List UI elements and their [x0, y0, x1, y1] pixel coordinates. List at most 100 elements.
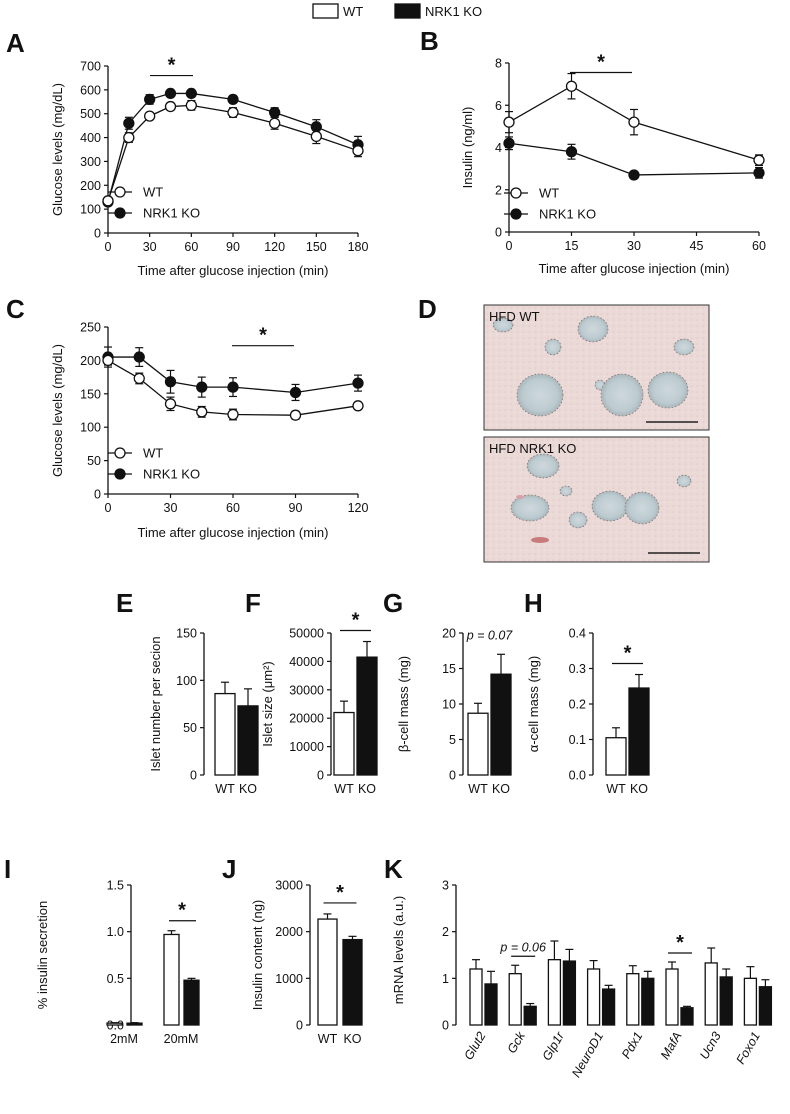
legend-wt-swatch — [312, 3, 339, 19]
bar-wt — [626, 973, 640, 1026]
x-tick-label: 30 — [164, 501, 178, 515]
y-tick-label: 0.5 — [107, 972, 124, 986]
top-legend: WT NRK1 KO — [312, 3, 482, 19]
data-point — [164, 398, 177, 410]
bar-ko — [126, 1022, 143, 1026]
legend-marker — [510, 208, 522, 220]
y-tick-label: 100 — [80, 421, 101, 435]
bar-ko — [523, 1005, 537, 1026]
bar-wt — [704, 962, 718, 1026]
x-tick-label: 60 — [226, 501, 240, 515]
y-axis-label: Insulin content (ng) — [250, 900, 265, 1011]
histology-label-wt: HFD WT — [489, 309, 540, 324]
data-point — [102, 195, 114, 207]
legend-label: WT — [539, 186, 559, 201]
data-point — [196, 406, 208, 418]
x-tick-label: WT — [334, 782, 354, 796]
bar-wt — [333, 711, 355, 776]
y-axis-label: Glucose levels (mg/dL) — [50, 344, 65, 477]
y-tick-label: 1000 — [275, 972, 303, 986]
y-tick-label: 50 — [87, 454, 101, 468]
x-tick-label: 150 — [306, 240, 327, 254]
bar-wt — [743, 977, 758, 1026]
bar-wt — [586, 968, 601, 1026]
y-tick-label: 300 — [80, 155, 101, 169]
data-point — [227, 93, 239, 106]
y-tick-label: 1.0 — [107, 925, 124, 939]
y-tick-label: 0.0 — [569, 769, 586, 783]
data-point — [628, 169, 640, 181]
y-axis-label: Islet number per secion — [148, 636, 163, 771]
legend-ko-label: NRK1 KO — [425, 4, 482, 19]
y-tick-label: 10000 — [289, 740, 324, 754]
y-tick-label: 0.1 — [569, 733, 586, 747]
x-tick-label: KO — [239, 782, 257, 796]
x-tick-label: 60 — [184, 240, 198, 254]
data-point — [269, 117, 281, 129]
y-tick-label: 2 — [495, 183, 502, 197]
y-tick-label: 0 — [495, 226, 502, 240]
series-ko — [102, 87, 364, 208]
bar-ko — [490, 673, 512, 776]
legend-marker — [114, 468, 126, 480]
y-tick-label: 0 — [94, 488, 101, 502]
y-tick-label: 500 — [80, 107, 101, 121]
series-ko — [503, 136, 765, 181]
legend-marker — [114, 447, 126, 459]
y-tick-label: 1.5 — [107, 879, 124, 893]
y-axis-label: % insulin secretion — [35, 901, 50, 1009]
significance-star: * — [168, 55, 176, 77]
y-axis-label: mRNA levels (a.u.) — [391, 896, 406, 1004]
y-tick-label: 20000 — [289, 712, 324, 726]
panel-k: K 0 1 2 3 mRNA levels (a.u.) Glut2 Gck Glp1r Neur… — [384, 854, 773, 1080]
p-value-annotation: p = 0.06 — [499, 940, 546, 954]
legend-label: WT — [143, 446, 163, 461]
x-tick-label: Glp1r — [540, 1029, 568, 1063]
panel-d-letter: D — [418, 294, 437, 324]
data-point — [503, 116, 515, 128]
x-tick-label: KO — [492, 782, 510, 796]
x-tick-label: 20mM — [164, 1032, 199, 1046]
significance-star: * — [178, 900, 186, 922]
significance-star: * — [624, 643, 632, 665]
y-tick-label: 30000 — [289, 683, 324, 697]
y-tick-label: 6 — [495, 99, 502, 113]
series-wt — [102, 99, 364, 207]
y-tick-label: 200 — [80, 354, 101, 368]
y-axis-label: α-cell mass (mg) — [526, 656, 541, 752]
bar-ko — [601, 988, 616, 1026]
data-point — [144, 110, 156, 122]
y-tick-label: 0 — [94, 227, 101, 241]
bar-wt — [469, 968, 483, 1026]
x-tick-label: 30 — [627, 239, 641, 253]
p-value-annotation: p = 0.07 — [466, 628, 514, 642]
y-tick-label: 10 — [442, 698, 456, 712]
data-point — [133, 372, 145, 385]
panel-letter: B — [420, 26, 439, 56]
x-axis-label: Time after glucose injection (min) — [539, 261, 730, 276]
x-tick-label: Foxo1 — [733, 1030, 762, 1067]
panel-legend: WT NRK1 KO — [504, 186, 596, 222]
series-line — [508, 85, 760, 161]
data-point — [753, 154, 765, 166]
y-tick-label: 400 — [80, 131, 101, 145]
series-wt — [503, 72, 765, 167]
legend-label: NRK1 KO — [539, 207, 596, 222]
y-axis-label: Islet size (μm²) — [260, 661, 275, 747]
y-tick-label: 3 — [442, 879, 449, 893]
bar-ko — [758, 986, 773, 1026]
data-point — [227, 408, 239, 421]
x-tick-label: KO — [630, 782, 648, 796]
bar-wt — [605, 737, 627, 776]
x-tick-label: 0 — [105, 501, 112, 515]
bar-ko — [641, 977, 655, 1026]
legend-label: NRK1 KO — [143, 206, 200, 221]
series-line — [508, 142, 760, 176]
y-tick-label: 0 — [317, 769, 324, 783]
x-tick-label: KO — [358, 782, 376, 796]
bar-ko — [628, 687, 650, 776]
x-tick-label: 0 — [506, 239, 513, 253]
y-tick-label: 50000 — [289, 627, 324, 641]
data-point — [289, 409, 302, 421]
